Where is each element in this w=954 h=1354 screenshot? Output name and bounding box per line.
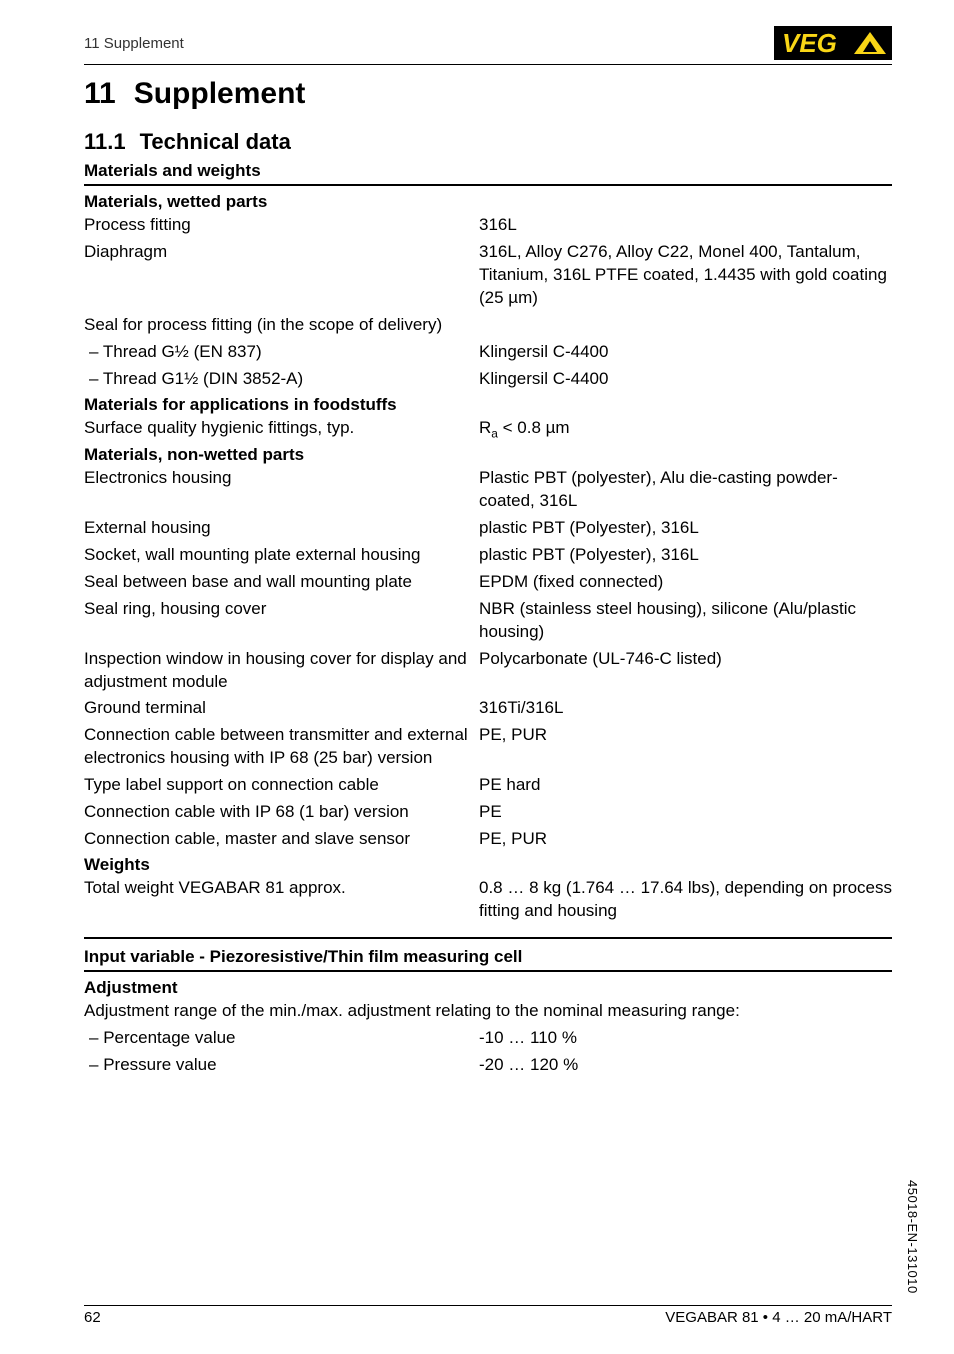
spec-key: Percentage value [84,1027,479,1050]
rows-seal: Thread G½ (EN 837)Klingersil C-4400Threa… [84,341,892,391]
spec-key: Seal ring, housing cover [84,598,479,621]
document-id-side-label: 45018-EN-131010 [905,1180,920,1294]
spec-value: plastic PBT (Polyester), 316L [479,517,892,540]
h1-number: 11 [84,77,116,110]
rows-adjustment: Percentage value-10 … 110 %Pressure valu… [84,1027,892,1077]
svg-text:VEG: VEG [782,28,837,58]
spec-row: Inspection window in housing cover for d… [84,648,892,694]
spec-value: 316Ti/316L [479,697,892,720]
spec-value: PE, PUR [479,724,892,747]
spec-row: Total weight VEGABAR 81 approx.0.8 … 8 k… [84,877,892,923]
spec-key: Thread G½ (EN 837) [84,341,479,364]
subhead-adjustment: Adjustment [84,978,892,998]
page: 11 Supplement VEG 11 Supplement 11.1 Techn… [0,0,954,1354]
spec-key: Thread G1½ (DIN 3852-A) [84,368,479,391]
section-input-variable: Input variable - Piezoresistive/Thin fil… [84,937,892,1077]
spec-row: Diaphragm316L, Alloy C276, Alloy C22, Mo… [84,241,892,310]
spec-key: Connection cable between transmitter and… [84,724,479,770]
spec-row: Type label support on connection cablePE… [84,774,892,797]
spec-row: Ground terminal316Ti/316L [84,697,892,720]
spec-row: Pressure value-20 … 120 % [84,1054,892,1077]
spec-value: NBR (stainless steel housing), silicone … [479,598,892,644]
spec-value: EPDM (fixed connected) [479,571,892,594]
spec-value: Ra < 0.8 µm [479,417,892,441]
footer-product: VEGABAR 81 • 4 … 20 mA/HART [665,1309,892,1326]
spec-row: Surface quality hygienic fittings, typ.R… [84,417,892,441]
spec-row: Connection cable between transmitter and… [84,724,892,770]
spec-key: Connection cable with IP 68 (1 bar) vers… [84,801,479,824]
rows-nonwetted: Electronics housingPlastic PBT (polyeste… [84,467,892,851]
spec-row: Connection cable with IP 68 (1 bar) vers… [84,801,892,824]
footer-page-number: 62 [84,1309,101,1326]
spec-key: Diaphragm [84,241,479,264]
section-head-input: Input variable - Piezoresistive/Thin fil… [84,947,892,972]
spec-key: Type label support on connection cable [84,774,479,797]
running-head: 11 Supplement VEG [84,26,892,65]
rows-weights: Total weight VEGABAR 81 approx.0.8 … 8 k… [84,877,892,923]
spec-row: Process fitting316L [84,214,892,237]
spec-row: Socket, wall mounting plate external hou… [84,544,892,567]
spec-key: Socket, wall mounting plate external hou… [84,544,479,567]
h1-text: Supplement [134,77,306,110]
spec-key: Electronics housing [84,467,479,490]
subhead-foodstuffs: Materials for applications in foodstuffs [84,395,892,415]
subhead-wetted: Materials, wetted parts [84,192,892,212]
spec-value: PE [479,801,892,824]
heading-2: 11.1 Technical data [84,129,892,155]
spec-row: Thread G½ (EN 837)Klingersil C-4400 [84,341,892,364]
subhead-weights: Weights [84,855,892,875]
spec-value: PE, PUR [479,828,892,851]
heading-1: 11 Supplement [84,77,892,111]
spec-value: Plastic PBT (polyester), Alu die-casting… [479,467,892,513]
spec-key: Ground terminal [84,697,479,720]
rows-food: Surface quality hygienic fittings, typ.R… [84,417,892,441]
spec-key: External housing [84,517,479,540]
spec-key: Surface quality hygienic fittings, typ. [84,417,479,440]
spec-key: Seal between base and wall mounting plat… [84,571,479,594]
h2-text: Technical data [140,129,291,154]
vega-logo: VEG [774,26,892,60]
spec-row: Seal between base and wall mounting plat… [84,571,892,594]
spec-row: Electronics housingPlastic PBT (polyeste… [84,467,892,513]
spec-row: External housingplastic PBT (Polyester),… [84,517,892,540]
h2-number: 11.1 [84,129,126,154]
section-head-materials: Materials and weights [84,161,892,186]
spec-row: Percentage value-10 … 110 % [84,1027,892,1050]
spec-value: Klingersil C-4400 [479,341,892,364]
page-footer: 62 VEGABAR 81 • 4 … 20 mA/HART [84,1305,892,1326]
subhead-nonwetted: Materials, non-wetted parts [84,445,892,465]
spec-value: Polycarbonate (UL-746-C listed) [479,648,892,671]
spec-key: Total weight VEGABAR 81 approx. [84,877,479,900]
spec-key: Process fitting [84,214,479,237]
spec-value: 316L [479,214,892,237]
seal-line: Seal for process fitting (in the scope o… [84,314,892,337]
spec-row: Seal ring, housing coverNBR (stainless s… [84,598,892,644]
spec-key: Inspection window in housing cover for d… [84,648,479,694]
spec-value: PE hard [479,774,892,797]
spec-row: Thread G1½ (DIN 3852-A)Klingersil C-4400 [84,368,892,391]
spec-value: 316L, Alloy C276, Alloy C22, Monel 400, … [479,241,892,310]
spec-value: 0.8 … 8 kg (1.764 … 17.64 lbs), dependin… [479,877,892,923]
running-head-text: 11 Supplement [84,35,184,52]
spec-value: Klingersil C-4400 [479,368,892,391]
rows-wetted: Process fitting316LDiaphragm316L, Alloy … [84,214,892,310]
spec-row: Connection cable, master and slave senso… [84,828,892,851]
spec-key: Pressure value [84,1054,479,1077]
adjustment-para: Adjustment range of the min./max. adjust… [84,1000,892,1023]
spec-value: -10 … 110 % [479,1027,892,1050]
spec-value: plastic PBT (Polyester), 316L [479,544,892,567]
spec-key: Connection cable, master and slave senso… [84,828,479,851]
spec-value: -20 … 120 % [479,1054,892,1077]
